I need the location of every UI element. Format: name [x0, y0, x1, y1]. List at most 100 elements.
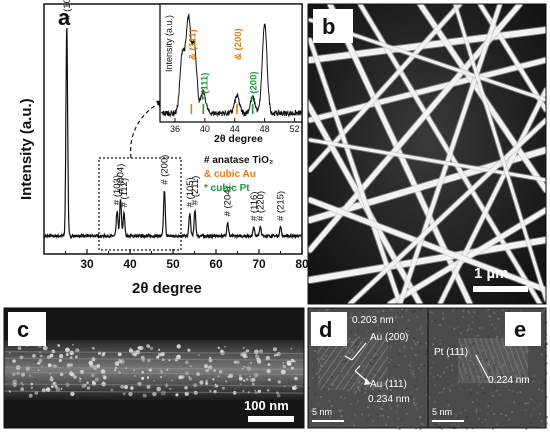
- noise-speck: [376, 339, 378, 342]
- noise-speck: [451, 384, 454, 387]
- noise-speck: [479, 420, 482, 423]
- noise-speck: [442, 371, 445, 374]
- noise-speck: [312, 358, 315, 361]
- nanowire: [308, 38, 402, 304]
- noise-speck: [382, 414, 385, 417]
- nanoparticle: [38, 358, 43, 363]
- noise-speck: [390, 316, 393, 319]
- noise-speck: [312, 416, 315, 419]
- noise-speck: [420, 370, 423, 373]
- noise-speck: [470, 327, 473, 330]
- nanoparticle: [220, 350, 225, 356]
- nanoparticle: [184, 386, 188, 390]
- noise-speck: [530, 414, 533, 417]
- nanoparticle: [21, 383, 24, 386]
- noise-speck: [495, 423, 498, 426]
- nanoparticle: [174, 358, 178, 362]
- noise-speck: [498, 376, 501, 378]
- noise-speck: [476, 391, 479, 394]
- noise-speck: [341, 361, 343, 364]
- nanoparticle: [69, 363, 73, 367]
- noise-speck: [381, 316, 384, 319]
- noise-speck: [500, 379, 503, 382]
- noise-speck: [412, 310, 415, 313]
- d-label-au111: Au (111): [370, 379, 407, 390]
- nanoparticle: [52, 381, 57, 386]
- noise-speck: [498, 337, 501, 340]
- noise-speck: [439, 342, 441, 345]
- nanoparticle: [75, 348, 80, 353]
- noise-speck: [379, 407, 382, 410]
- nanoparticle: [70, 391, 75, 397]
- noise-speck: [546, 422, 548, 425]
- noise-speck: [326, 365, 329, 368]
- noise-speck: [545, 362, 548, 365]
- noise-speck: [375, 372, 377, 374]
- noise-speck: [395, 364, 398, 367]
- nanowire: [308, 99, 423, 304]
- noise-speck: [387, 416, 390, 419]
- noise-speck: [506, 383, 509, 386]
- nanoparticle: [38, 351, 41, 354]
- peak-label: # (211): [190, 176, 201, 205]
- noise-speck: [545, 343, 548, 345]
- noise-speck: [401, 311, 404, 313]
- nanoparticle: [268, 378, 271, 381]
- noise-speck: [460, 360, 463, 363]
- panel-e-letter-box: [505, 312, 541, 346]
- noise-speck: [378, 345, 381, 348]
- noise-speck: [329, 350, 332, 353]
- noise-speck: [411, 391, 414, 394]
- nanoparticle: [79, 377, 82, 380]
- nanoparticle: [215, 384, 219, 388]
- noise-speck: [343, 426, 346, 429]
- noise-speck: [419, 427, 422, 430]
- noise-speck: [328, 358, 331, 361]
- noise-speck: [399, 393, 402, 396]
- noise-speck: [456, 381, 459, 383]
- noise-speck: [347, 389, 350, 392]
- noise-speck: [513, 372, 516, 375]
- nanoparticle: [267, 363, 271, 366]
- noise-speck: [468, 373, 471, 375]
- nanoparticle: [102, 351, 106, 355]
- noise-speck: [401, 335, 404, 338]
- noise-speck: [355, 390, 358, 393]
- nanoparticle: [34, 391, 39, 395]
- noise-speck: [398, 427, 401, 430]
- x-tick-label: 80: [295, 257, 309, 271]
- noise-speck: [424, 352, 427, 355]
- noise-speck: [356, 415, 359, 418]
- nanoparticle: [141, 371, 144, 374]
- noise-speck: [426, 319, 428, 322]
- noise-speck: [397, 364, 400, 367]
- noise-speck: [491, 381, 494, 384]
- noise-speck: [372, 373, 375, 375]
- noise-speck: [455, 385, 458, 388]
- nanoparticle: [16, 371, 20, 376]
- nanoparticle: [160, 371, 164, 374]
- noise-speck: [441, 320, 444, 323]
- noise-speck: [493, 413, 496, 415]
- noise-speck: [515, 374, 518, 377]
- noise-speck: [543, 308, 546, 311]
- noise-speck: [421, 363, 424, 366]
- nanoparticle: [266, 389, 270, 392]
- nanoparticle: [189, 365, 192, 368]
- inset-tick-label: 36: [170, 124, 180, 134]
- noise-speck: [319, 363, 322, 366]
- noise-speck: [476, 311, 478, 314]
- nanoparticle: [188, 376, 191, 379]
- noise-speck: [487, 412, 490, 415]
- noise-speck: [420, 342, 423, 345]
- noise-speck: [321, 367, 324, 370]
- noise-speck: [415, 408, 418, 411]
- noise-speck: [545, 416, 548, 419]
- noise-speck: [465, 374, 468, 377]
- noise-speck: [314, 350, 316, 352]
- x-tick-label: 40: [123, 257, 137, 271]
- nanoparticle: [93, 347, 95, 350]
- noise-speck: [348, 341, 351, 344]
- noise-speck: [487, 379, 490, 382]
- noise-speck: [364, 385, 367, 388]
